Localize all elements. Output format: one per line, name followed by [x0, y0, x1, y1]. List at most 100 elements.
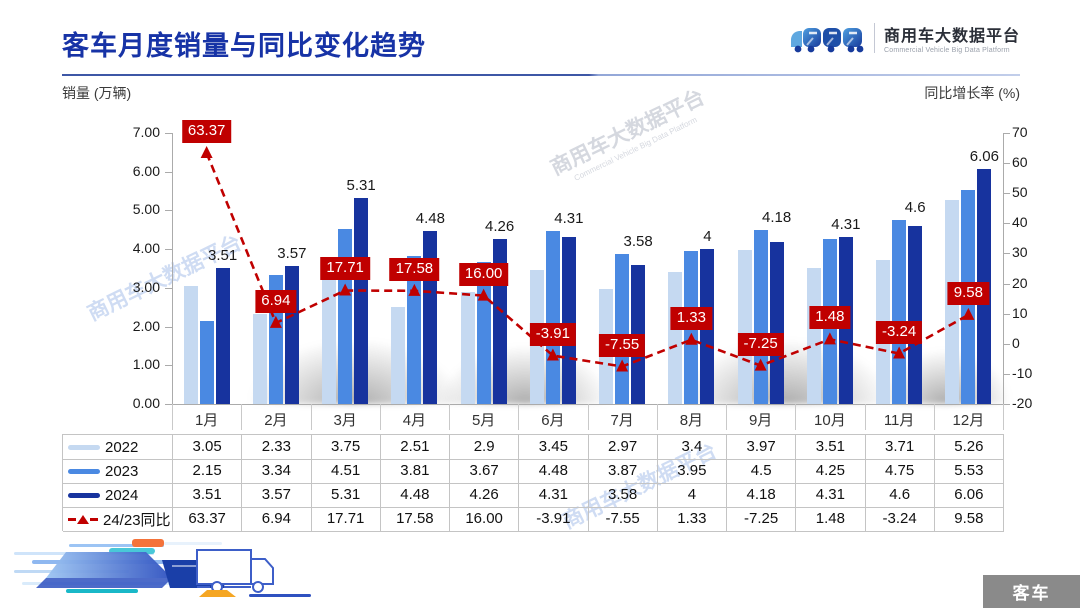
table-cell-2023-month-2: 3.34 — [242, 459, 312, 484]
yoy-value-label: 16.00 — [458, 262, 509, 286]
x-axis-label-4: 4月 — [402, 412, 427, 429]
bar-value-label: 4.48 — [415, 209, 445, 227]
yoy-marker — [477, 288, 490, 301]
vehicle-type-tag: 客车 — [983, 575, 1080, 608]
bar-2022-month-3 — [322, 258, 337, 404]
table-cell-2022-month-12: 5.26 — [934, 435, 1004, 460]
left-axis-tick-label: 4.00 — [132, 240, 160, 257]
yoy-value-label: 9.58 — [947, 281, 989, 305]
bar-value-label: 4.31 — [554, 209, 584, 227]
yoy-marker — [408, 283, 421, 296]
logo-divider — [873, 23, 875, 53]
right-axis-line — [1003, 133, 1004, 404]
table-cell-24/23同比-month-7: -7.55 — [588, 507, 658, 532]
table-cell-24/23同比-month-4: 17.58 — [380, 507, 450, 532]
bar-2022-month-8 — [668, 272, 683, 404]
left-axis-tick-label: 6.00 — [132, 162, 160, 179]
right-axis-caption: 同比增长率 (%) — [924, 85, 1020, 101]
bar-2022-month-9 — [737, 250, 752, 404]
x-axis-separator — [795, 404, 797, 430]
table-cell-2024-month-6: 4.31 — [519, 483, 589, 508]
yoy-value-label: 1.48 — [809, 306, 851, 330]
left-axis-tick-mark — [165, 171, 172, 173]
yoy-value-label: 17.58 — [389, 257, 440, 281]
right-axis-tick-mark — [1003, 343, 1010, 345]
legend-label: 2022 — [105, 438, 139, 456]
yoy-marker — [546, 348, 559, 361]
x-axis-label-7: 7月 — [610, 412, 634, 429]
table-cell-2022-month-1: 3.05 — [173, 435, 243, 460]
x-axis-label-1: 1月 — [194, 412, 219, 429]
x-axis-label-2: 2月 — [264, 412, 288, 429]
table-cell-2022-month-6: 3.45 — [519, 435, 589, 460]
yoy-value-label: -7.55 — [599, 333, 646, 357]
table-cell-2024-month-12: 6.06 — [934, 483, 1004, 508]
x-axis-label-6: 6月 — [541, 412, 565, 429]
table-cell-2022-month-2: 2.33 — [242, 435, 312, 460]
yoy-value-label: -3.91 — [529, 322, 576, 346]
table-cell-2024-month-11: 4.6 — [865, 483, 935, 508]
data-table: 2022 3.05 2.33 3.75 2.51 2.9 3.45 2.97 3.4 3.97 3.… — [62, 434, 1004, 532]
brand-name-en: Commercial Vehicle Big Data Platform — [883, 47, 1010, 54]
right-axis-tick-mark — [1003, 283, 1010, 285]
x-axis-label-9: 9月 — [748, 412, 773, 429]
table-cell-24/23同比-month-8: 1.33 — [657, 507, 727, 532]
legend-line-marker-icon — [68, 514, 98, 524]
legend-label: 24/23同比 — [103, 511, 171, 529]
brand-name: 商用车大数据平台 Commercial Vehicle Big Data Pla… — [884, 22, 1020, 54]
table-cell-2022-month-11: 3.71 — [865, 435, 935, 460]
table-legend-2022: 2022 — [63, 435, 173, 460]
table-cell-2024-month-8: 4 — [657, 483, 727, 508]
bar-2022-month-10 — [806, 268, 821, 404]
bar-2024-month-9 — [769, 242, 784, 404]
table-cell-2024-month-1: 3.51 — [173, 483, 243, 508]
yoy-marker — [200, 145, 213, 158]
table-cell-24/23同比-month-3: 17.71 — [311, 507, 381, 532]
bar-value-label: 4.18 — [762, 208, 792, 226]
truck-motion-graphic — [14, 539, 311, 597]
x-axis-separator — [864, 404, 866, 430]
table-legend-2024: 2024 — [63, 483, 173, 508]
right-axis-tick-mark — [1003, 373, 1010, 375]
left-axis-tick-label: 7.00 — [132, 124, 160, 140]
left-axis-tick-mark — [165, 404, 172, 405]
right-axis-tick-label: 20 — [1012, 274, 1028, 291]
table-cell-24/23同比-month-12: 9.58 — [934, 507, 1004, 532]
bar-value-label: 6.06 — [969, 148, 999, 166]
x-axis-separator — [449, 404, 450, 430]
brand-name-cn: 商用车大数据平台 — [883, 28, 1020, 45]
left-axis-tick-label: 5.00 — [132, 201, 160, 218]
yoy-value-label: 1.33 — [670, 306, 712, 330]
table-cell-2023-month-1: 2.15 — [173, 459, 243, 484]
x-axis-separator — [379, 404, 381, 430]
table-cell-2024-month-10: 4.31 — [796, 483, 866, 508]
table-cell-2024-month-3: 5.31 — [311, 483, 381, 508]
left-axis-tick-mark — [165, 326, 172, 328]
table-cell-2024-month-5: 4.26 — [450, 483, 520, 508]
table-cell-24/23同比-month-1: 63.37 — [173, 507, 243, 532]
table-cell-2023-month-6: 4.48 — [519, 459, 589, 484]
right-axis-tick-label: 70 — [1012, 124, 1028, 140]
yoy-value-label: 17.71 — [320, 257, 370, 281]
table-cell-2022-month-4: 2.51 — [380, 435, 450, 460]
bar-value-label: 5.31 — [346, 177, 376, 195]
table-cell-2023-month-12: 5.53 — [934, 459, 1004, 484]
x-axis-separator — [933, 404, 935, 430]
yoy-value-label: 63.37 — [181, 119, 232, 143]
x-axis-label-10: 10月 — [814, 412, 846, 429]
x-axis-label-11: 11月 — [883, 412, 915, 429]
right-axis-tick-label: 60 — [1012, 154, 1028, 171]
bar-value-label: 4.6 — [904, 199, 926, 217]
table-cell-24/23同比-month-5: 16.00 — [450, 507, 520, 532]
yoy-marker — [269, 315, 282, 328]
table-cell-2023-month-7: 3.87 — [588, 459, 658, 484]
right-axis-tick-mark — [1003, 163, 1010, 165]
yoy-trend-line — [200, 145, 975, 372]
table-cell-2024-month-9: 4.18 — [727, 483, 797, 508]
left-axis-tick-label: 3.00 — [132, 278, 160, 295]
table-cell-2023-month-9: 4.5 — [727, 459, 797, 484]
brand-logo: 商用车大数据平台 Commercial Vehicle Big Data Pla… — [789, 22, 1020, 54]
left-axis-line — [172, 133, 173, 404]
